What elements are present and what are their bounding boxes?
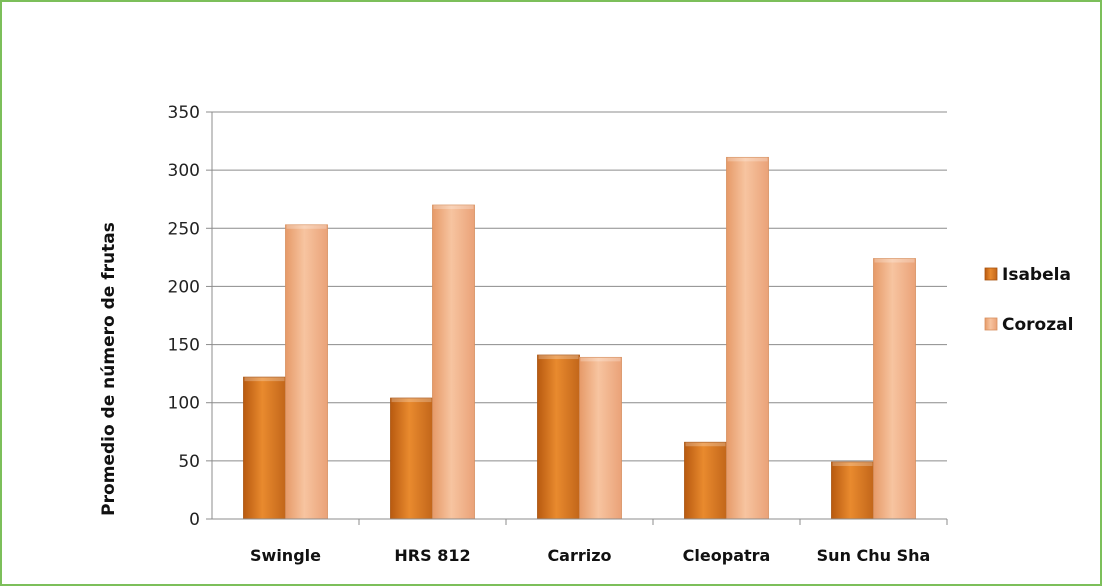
bar-isabela-sun-chu-sha: [831, 461, 874, 520]
bar-bevel: [727, 157, 768, 162]
bar-isabela-swingle: [243, 376, 286, 520]
legend-swatch-isabela: [984, 267, 998, 281]
x-category-label: HRS 812: [394, 546, 470, 565]
bar-bevel: [391, 398, 432, 403]
legend: Isabela Corozal: [984, 265, 1073, 335]
y-tick-label: 200: [168, 277, 200, 297]
bar-corozal-hrs-812: [432, 204, 475, 520]
y-tick-label: 300: [168, 161, 200, 181]
bar-bevel: [685, 442, 726, 447]
y-tick-label: 150: [168, 336, 200, 356]
y-tick-label: 0: [189, 510, 200, 530]
y-axis-title: Promedio de número de frutas: [99, 222, 119, 516]
legend-label-corozal: Corozal: [1002, 315, 1073, 335]
axes: [206, 111, 948, 525]
bar-bevel: [874, 258, 915, 263]
bar-isabela-hrs-812: [390, 397, 433, 520]
bar-bevel: [832, 462, 873, 467]
x-category-label: Cleopatra: [683, 546, 771, 565]
bar-isabela-cleopatra: [684, 441, 727, 520]
y-tick-label: 100: [168, 394, 200, 414]
legend-swatch-corozal: [984, 317, 998, 331]
bars: [243, 156, 916, 520]
x-category-label: Sun Chu Sha: [817, 546, 931, 565]
y-tick-label: 350: [168, 103, 200, 123]
labels: 0 50 100 150 200 250 300 350 Swingle HRS 812 Carri…: [168, 103, 931, 565]
legend-label-isabela: Isabela: [1002, 265, 1071, 285]
bar-corozal-carrizo: [579, 356, 622, 520]
bar-corozal-cleopatra: [726, 156, 769, 520]
bar-bevel: [538, 355, 579, 360]
y-tick-label: 50: [178, 452, 200, 472]
bar-bevel: [244, 377, 285, 382]
gridlines: [212, 111, 947, 462]
x-category-label: Carrizo: [547, 546, 611, 565]
bar-bevel: [433, 205, 474, 210]
y-tick-label: 250: [168, 219, 200, 239]
bar-bevel: [286, 224, 327, 229]
bar-isabela-carrizo: [537, 354, 580, 520]
x-category-label: Swingle: [250, 546, 321, 565]
bar-corozal-sun-chu-sha: [873, 258, 916, 520]
bar-corozal-swingle: [285, 224, 328, 520]
bar-bevel: [580, 357, 621, 362]
